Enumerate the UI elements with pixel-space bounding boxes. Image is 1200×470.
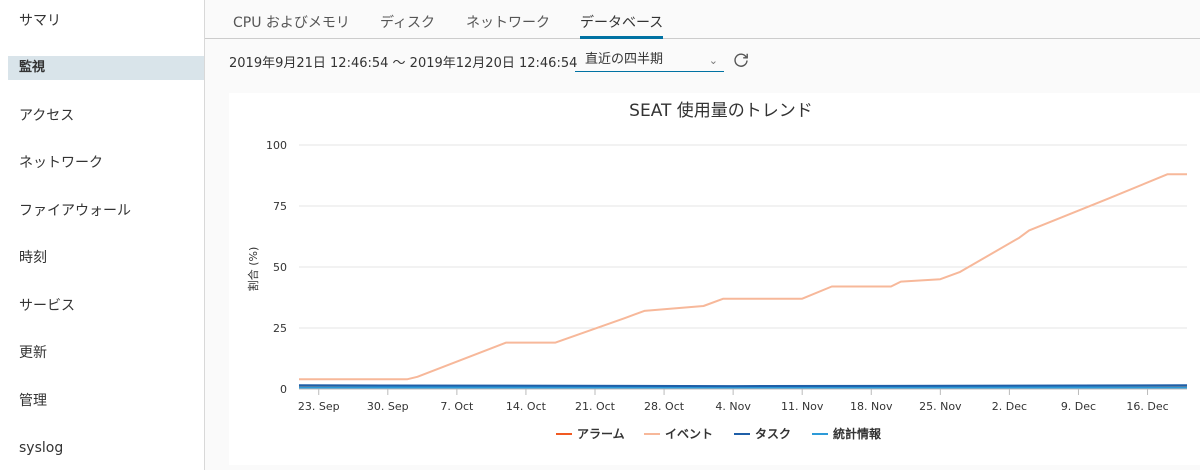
x-tick-label: 28. Oct bbox=[644, 400, 685, 413]
refresh-icon[interactable] bbox=[732, 51, 750, 69]
sidebar-item-time[interactable]: 時刻 bbox=[19, 250, 47, 266]
x-tick-label: 18. Nov bbox=[850, 400, 893, 413]
legend-item-label[interactable]: 統計情報 bbox=[833, 426, 882, 441]
sidebar-item-access[interactable]: アクセス bbox=[19, 108, 75, 124]
sidebar-item-syslog[interactable]: syslog bbox=[19, 440, 64, 456]
x-tick-label: 11. Nov bbox=[781, 400, 824, 413]
tab-network[interactable]: ネットワーク bbox=[466, 15, 550, 31]
y-tick-label: 100 bbox=[266, 139, 287, 152]
x-tick-label: 30. Sep bbox=[367, 400, 409, 413]
x-tick-label: 25. Nov bbox=[919, 400, 962, 413]
time-range-label: 2019年9月21日 12:46:54 ～ 2019年12月20日 12:46:… bbox=[229, 56, 578, 71]
x-tick-label: 4. Nov bbox=[715, 400, 751, 413]
period-select[interactable]: 直近の四半期 ⌄ bbox=[575, 50, 724, 72]
seat-usage-chart: SEAT 使用量のトレンド 割合 (%) 0 25 50 75 100 23. Sep 30… bbox=[246, 100, 1188, 441]
main-content: CPU およびメモリ ディスク ネットワーク データベース 2019年9月21日… bbox=[205, 0, 1200, 470]
y-axis-label: 割合 (%) bbox=[246, 247, 260, 292]
sidebar-item-summary[interactable]: サマリ bbox=[19, 13, 61, 29]
chart-panel: SEAT 使用量のトレンド 割合 (%) 0 25 50 75 100 23. Sep 30… bbox=[229, 93, 1200, 465]
series-line-2 bbox=[298, 384, 1188, 388]
tab-bar: CPU およびメモリ ディスク ネットワーク データベース bbox=[205, 0, 1200, 39]
sidebar-item-administration[interactable]: 管理 bbox=[19, 393, 47, 409]
tab-cpu-memory[interactable]: CPU およびメモリ bbox=[233, 15, 350, 31]
period-select-value: 直近の四半期 bbox=[585, 52, 664, 67]
chart-title: SEAT 使用量のトレンド bbox=[629, 100, 813, 121]
y-tick-label: 75 bbox=[273, 200, 287, 213]
x-tick-label: 9. Dec bbox=[1061, 400, 1096, 413]
sidebar-item-services[interactable]: サービス bbox=[19, 298, 75, 314]
y-tick-label: 25 bbox=[273, 322, 287, 335]
x-tick-label: 2. Dec bbox=[992, 400, 1027, 413]
sidebar: サマリ 監視 アクセス ネットワーク ファイアウォール 時刻 サービス 更新 管… bbox=[0, 0, 205, 470]
series-line-1 bbox=[299, 173, 1187, 381]
sidebar-item-network[interactable]: ネットワーク bbox=[19, 155, 103, 171]
chevron-down-icon: ⌄ bbox=[708, 54, 718, 67]
tab-disk[interactable]: ディスク bbox=[380, 15, 436, 31]
x-tick-label: 23. Sep bbox=[298, 400, 340, 413]
x-tick-label: 21. Oct bbox=[575, 400, 616, 413]
sidebar-item-update[interactable]: 更新 bbox=[19, 345, 47, 361]
legend-item-label[interactable]: アラーム bbox=[577, 427, 625, 441]
tab-database[interactable]: データベース bbox=[580, 12, 664, 39]
legend-item-label[interactable]: イベント bbox=[665, 427, 713, 441]
sidebar-item-monitor[interactable]: 監視 bbox=[8, 56, 204, 80]
x-tick-label: 14. Oct bbox=[506, 400, 547, 413]
legend-item-label[interactable]: タスク bbox=[755, 427, 791, 441]
sidebar-item-firewall[interactable]: ファイアウォール bbox=[19, 203, 131, 219]
y-tick-label: 50 bbox=[273, 261, 287, 274]
x-tick-label: 16. Dec bbox=[1126, 400, 1168, 413]
y-tick-label: 0 bbox=[280, 383, 287, 396]
x-tick-label: 7. Oct bbox=[440, 400, 474, 413]
